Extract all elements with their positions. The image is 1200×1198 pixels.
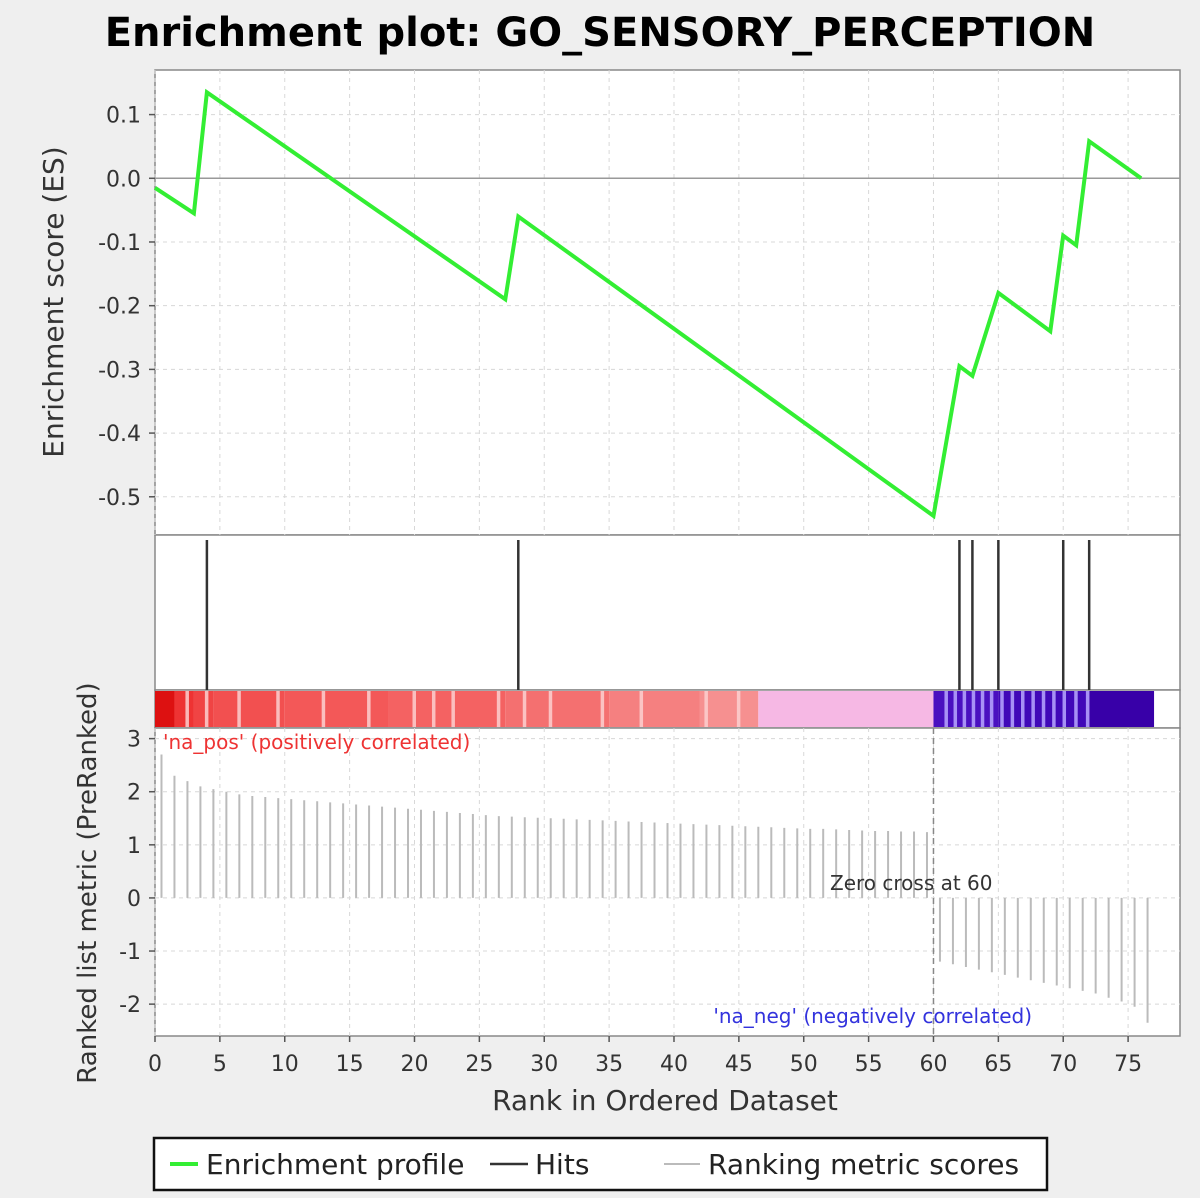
metric-y-tick-label: 3 xyxy=(127,728,141,753)
color-bar-stripe xyxy=(1041,691,1046,727)
color-bar-stripe xyxy=(600,691,605,727)
x-tick-label: 15 xyxy=(336,1052,364,1077)
x-tick-label: 25 xyxy=(465,1052,493,1077)
color-bar-stripe xyxy=(204,691,209,727)
color-bar-stripe xyxy=(321,691,326,727)
x-tick-label: 65 xyxy=(984,1052,1012,1077)
color-bar-stripe xyxy=(276,691,280,727)
color-bar-stripe xyxy=(451,691,455,727)
hits-layer xyxy=(205,540,1091,690)
metric-y-tick-label: 0 xyxy=(127,887,141,912)
color-bar-stripe xyxy=(1031,691,1035,727)
color-bar-stripe xyxy=(971,691,976,727)
x-tick-label: 75 xyxy=(1114,1052,1142,1077)
x-tick-label: 60 xyxy=(919,1052,947,1077)
color-bar-stripe xyxy=(1074,691,1078,727)
color-bar-stripe xyxy=(989,691,994,727)
color-bar-segment xyxy=(193,691,214,727)
color-bar-segment xyxy=(213,691,285,727)
metric-y-tick-label: 1 xyxy=(127,834,141,859)
chart-title: Enrichment plot: GO_SENSORY_PERCEPTION xyxy=(105,10,1096,56)
legend-box xyxy=(152,1136,1049,1192)
color-bar-stripe xyxy=(639,691,644,727)
legend: Enrichment profile Hits Ranking metric s… xyxy=(152,1136,1049,1192)
color-bar-stripe xyxy=(953,691,958,727)
zero-cross-label: Zero cross at 60 xyxy=(830,871,993,895)
pos-label: 'na_pos' (positively correlated) xyxy=(163,730,470,754)
color-bar-segment xyxy=(388,691,506,727)
enrichment-profile-line xyxy=(153,88,1143,520)
metric-y-axis-title: Ranked list metric (PreRanked) xyxy=(73,682,103,1083)
metric-bars xyxy=(160,728,1149,1036)
color-bar-stripe xyxy=(1085,691,1090,727)
color-bar-stripe xyxy=(1000,691,1004,727)
es-y-tick-label: -0.4 xyxy=(98,422,141,447)
legend-label-metric: Ranking metric scores xyxy=(708,1148,1019,1181)
x-tick-label: 0 xyxy=(148,1052,162,1077)
x-tick-label: 55 xyxy=(855,1052,883,1077)
color-bar-stripe xyxy=(944,691,948,727)
color-bar-stripe xyxy=(431,691,436,727)
x-axis: 0 5 10 15 20 25 30 35 40 45 50 55 60 65 70 75 xyxy=(148,1036,1142,1077)
es-y-tick-label: 0.1 xyxy=(106,104,141,129)
color-bar-stripe xyxy=(548,691,553,727)
es-grid xyxy=(154,70,1180,535)
es-y-axis-title: Enrichment score (ES) xyxy=(37,146,70,457)
color-bar-stripe xyxy=(496,691,501,727)
color-bar-stripe xyxy=(1062,691,1067,727)
color-bar-segment xyxy=(699,691,759,727)
color-bar-stripe xyxy=(1010,691,1015,727)
x-tick-label: 35 xyxy=(595,1052,623,1077)
color-bar-segment xyxy=(609,691,700,727)
x-tick-label: 40 xyxy=(660,1052,688,1077)
color-bar-stripe xyxy=(412,691,416,727)
color-bar-stripe xyxy=(185,691,189,727)
x-tick-label: 70 xyxy=(1049,1052,1077,1077)
es-y-tick-label: 0.0 xyxy=(106,167,141,192)
x-tick-label: 20 xyxy=(400,1052,428,1077)
es-lines xyxy=(153,88,1143,520)
color-bar-stripe xyxy=(962,691,967,727)
metric-y-tick-label: -1 xyxy=(119,940,141,965)
es-y-tick-label: -0.2 xyxy=(98,295,141,320)
x-tick-label: 10 xyxy=(271,1052,299,1077)
x-tick-label: 5 xyxy=(213,1052,227,1077)
color-bar-stripe xyxy=(736,691,741,727)
color-bar-segment xyxy=(284,691,389,727)
es-y-tick-label: -0.1 xyxy=(98,231,141,256)
es-y-tick-label: -0.3 xyxy=(98,358,141,383)
metric-y-tick-label: 2 xyxy=(127,781,141,806)
metric-y-tick-label: -2 xyxy=(119,993,141,1018)
color-bar-segment xyxy=(155,691,175,727)
hits-panel xyxy=(154,534,1181,691)
color-bar-stripe xyxy=(1021,691,1025,727)
x-tick-label: 45 xyxy=(725,1052,753,1077)
color-bar xyxy=(155,691,1155,727)
neg-label: 'na_neg' (negatively correlated) xyxy=(713,1004,1032,1028)
es-panel xyxy=(154,69,1181,536)
color-bar-stripe xyxy=(704,691,708,727)
x-tick-label: 50 xyxy=(790,1052,818,1077)
es-y-tick-label: -0.5 xyxy=(98,486,141,511)
color-bar-stripe xyxy=(237,691,241,727)
metric-y-axis: 3 2 1 0 -1 -2 xyxy=(119,728,155,1018)
es-y-axis: 0.1 0.0 -0.1 -0.2 -0.3 -0.4 -0.5 xyxy=(98,104,155,511)
color-bar-segment xyxy=(1089,691,1155,727)
x-axis-title: Rank in Ordered Dataset xyxy=(492,1084,838,1117)
color-bar-stripe xyxy=(980,691,985,727)
color-bar-segment xyxy=(505,691,610,727)
color-bar-segment xyxy=(174,691,194,727)
color-bar-stripe xyxy=(367,691,371,727)
color-bar-stripe xyxy=(1052,691,1056,727)
legend-label-enrichment: Enrichment profile xyxy=(206,1148,464,1181)
color-bar-segment xyxy=(758,691,934,727)
legend-label-hits: Hits xyxy=(535,1148,589,1181)
color-bar-stripe xyxy=(522,691,527,727)
x-tick-label: 30 xyxy=(530,1052,558,1077)
